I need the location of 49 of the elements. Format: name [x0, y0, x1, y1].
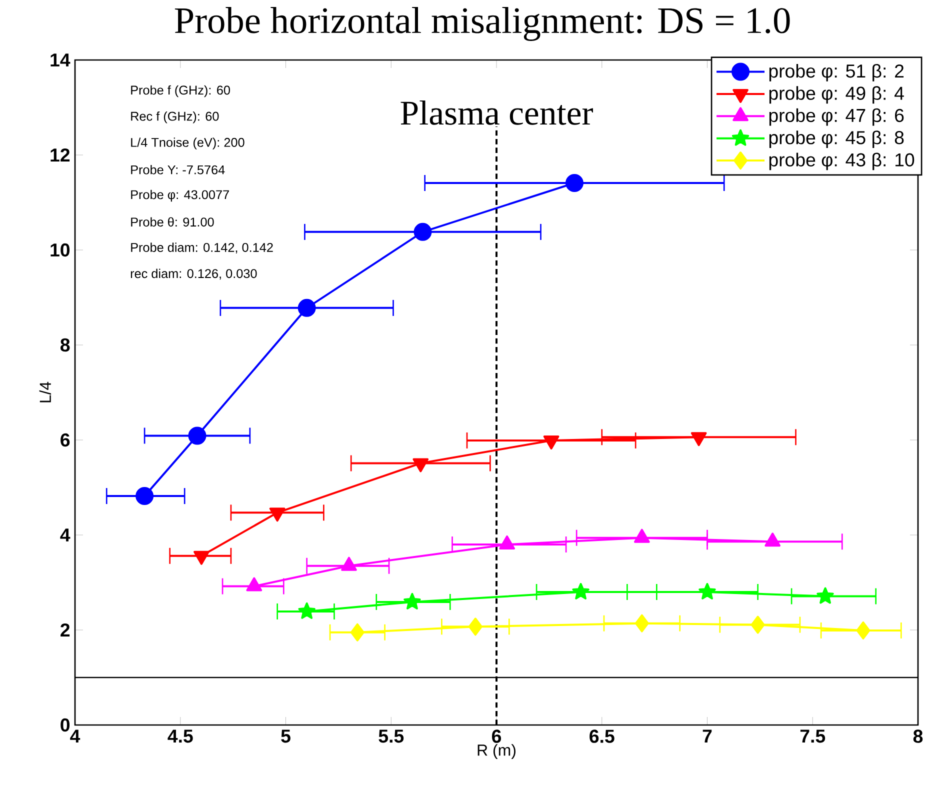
y-tick-label: 4 — [60, 528, 70, 542]
annotation: Probe f (GHz): 60 — [131, 85, 230, 98]
x-tick-label: 8 — [913, 730, 923, 743]
x-tick-label: 6 — [492, 730, 502, 743]
chart-title: Probe horizontal misalignment: DS = 1.0 — [174, 7, 790, 41]
legend-label: probe φ: 43 β: 10 — [769, 152, 914, 170]
point — [572, 582, 590, 600]
y-tick-label: 8 — [60, 338, 70, 352]
point — [750, 616, 765, 634]
point — [188, 426, 206, 445]
annotation: L/4 Tnoise (eV): 200 — [131, 138, 244, 150]
y-axis-title: L/4 — [39, 382, 52, 402]
annotation: Probe φ: 43.0077 — [131, 190, 229, 202]
annotation: rec diam: 0.126, 0.030 — [130, 268, 257, 280]
y-tick-label: 6 — [60, 433, 70, 447]
y-tick-label: 10 — [50, 243, 70, 257]
point — [565, 174, 584, 192]
x-tick-label: 5.5 — [378, 730, 404, 743]
x-axis-title: R (m) — [478, 744, 516, 759]
y-tick-label: 2 — [60, 623, 70, 636]
legend-label: probe φ: 45 β: 8 — [769, 130, 904, 148]
point — [468, 618, 482, 636]
ref-line-label: Plasma center — [400, 100, 593, 125]
x-tick-label: 4.5 — [168, 730, 193, 743]
point — [816, 587, 834, 604]
x-tick-label: 7 — [702, 730, 712, 743]
annotation: Probe diam: 0.142, 0.142 — [131, 242, 273, 254]
point — [350, 623, 364, 642]
x-tick-label: 7.5 — [800, 730, 826, 743]
legend-label: probe φ: 47 β: 6 — [769, 108, 904, 126]
y-tick-label: 12 — [50, 148, 70, 162]
x-tick-label: 5 — [281, 730, 290, 743]
y-tick-label: 0 — [60, 718, 70, 732]
x-tick-label: 4 — [70, 730, 80, 743]
point — [136, 487, 154, 506]
annotation: Probe Y: -7.5764 — [131, 164, 225, 174]
point — [698, 582, 716, 600]
legend-label: probe φ: 51 β: 2 — [769, 64, 904, 82]
x-tick-label: 6.5 — [590, 730, 614, 743]
point — [634, 614, 649, 632]
point — [856, 621, 870, 640]
point — [414, 222, 432, 241]
point — [298, 602, 316, 619]
point — [404, 592, 421, 610]
y-tick-label: 14 — [50, 54, 70, 66]
annotation: Rec f (GHz): 60 — [131, 111, 219, 124]
annotation: Probe θ: 91.00 — [131, 217, 214, 227]
point — [298, 298, 316, 317]
legend-label: probe φ: 49 β: 4 — [769, 86, 904, 104]
